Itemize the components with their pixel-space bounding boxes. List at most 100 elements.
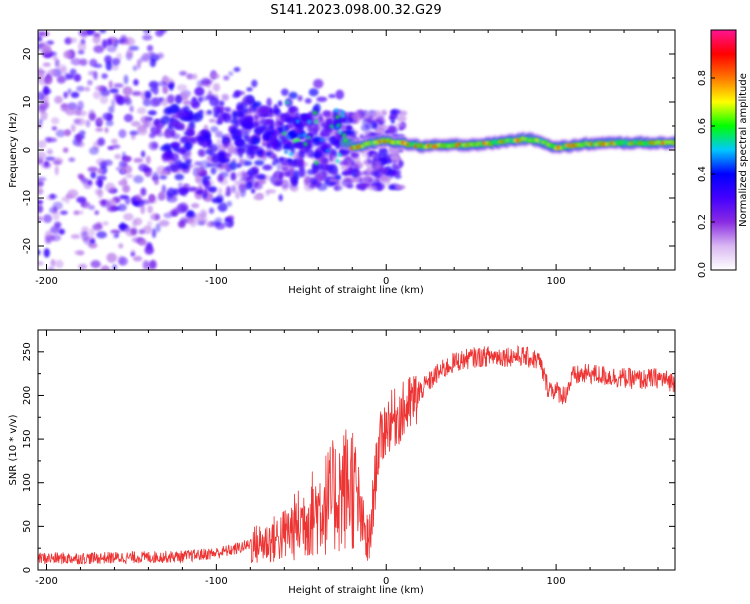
spectrogram-blob: [209, 151, 216, 157]
spectrogram-blob: [323, 175, 330, 185]
spectrogram-blob: [97, 168, 103, 175]
spectrogram-blob: [85, 119, 91, 128]
spectrogram-blob: [70, 234, 81, 239]
spectrogram-blob: [318, 113, 323, 123]
spectrogram-blob: [49, 194, 58, 200]
spectrogram-blob: [303, 175, 311, 186]
spectrogram-y-tick-label: 10: [22, 96, 33, 109]
spectrogram-blob: [282, 144, 293, 151]
spectrogram-blob: [108, 80, 113, 90]
spectrogram-blob: [266, 142, 272, 149]
spectrogram-blob: [341, 132, 346, 137]
spectrogram-blob: [96, 116, 104, 125]
spectrogram-blob: [242, 143, 251, 150]
spectrogram-blob: [203, 188, 208, 195]
spectrogram-blob: [212, 83, 221, 92]
spectrogram-blob: [95, 127, 104, 132]
spectrogram-blob: [335, 89, 345, 100]
spectrogram-blob: [88, 109, 96, 120]
spectrogram-blob: [207, 90, 213, 101]
spectrogram-blob: [313, 103, 321, 114]
snr-y-tick-label: 50: [22, 520, 33, 533]
spectrogram-blob: [87, 70, 96, 76]
spectrogram-blob: [46, 148, 53, 155]
spectrogram-blob: [111, 64, 119, 71]
spectrogram-blob: [131, 91, 142, 96]
spectrogram-blob: [166, 94, 175, 104]
spectrogram-blob: [147, 220, 153, 227]
spectrogram-blob: [334, 185, 340, 191]
spectrogram-blob: [160, 115, 171, 125]
spectrogram-blob: [65, 194, 70, 204]
spectrogram-blob: [162, 85, 169, 95]
spectrogram-blob: [38, 140, 47, 149]
spectrogram-blob: [337, 152, 342, 157]
colorbar-label: Normalized spectral amplitude: [738, 73, 749, 227]
spectrogram-blob: [359, 184, 367, 191]
spectrogram-blob: [233, 67, 241, 73]
spectrogram-blob: [125, 37, 136, 47]
spectrogram-blob: [144, 90, 152, 99]
spectrogram-blob: [114, 153, 122, 160]
spectrogram-blob: [118, 129, 127, 139]
spectrogram-blob: [150, 126, 161, 136]
spectrogram-blob: [38, 36, 43, 42]
colorbar-frame: [710, 29, 737, 271]
spectrogram-blob: [251, 136, 261, 146]
spectrogram-blob: [56, 75, 66, 84]
spectrogram-blob: [196, 80, 204, 88]
spectrogram-blob: [38, 73, 44, 82]
spectrogram-blob: [73, 210, 80, 216]
spectrogram-blob: [147, 110, 157, 116]
spectrogram-blob: [306, 148, 315, 158]
spectrogram-blob: [218, 152, 226, 163]
spectrogram-blob: [123, 113, 134, 123]
spectrogram-blob: [273, 181, 282, 187]
spectrogram-blob: [99, 30, 107, 34]
spectrogram-blob: [94, 188, 103, 196]
spectrogram-blob: [70, 91, 80, 99]
spectrogram-blob: [43, 85, 50, 96]
spectrogram-blob: [109, 88, 119, 94]
spectrogram-blob: [140, 115, 152, 124]
spectrogram-blob: [38, 187, 44, 195]
spectrogram-blob: [133, 175, 144, 184]
spectrogram-blob: [228, 71, 234, 77]
spectrogram-blob: [169, 119, 180, 129]
spectrogram-y-tick-label: -10: [22, 190, 33, 206]
spectrogram-blob: [77, 141, 85, 148]
spectrogram-blob: [334, 125, 339, 130]
spectrogram-blob: [199, 160, 211, 170]
spectrogram-blob: [84, 86, 91, 92]
spectrogram-blob: [102, 112, 113, 121]
spectrogram-blob: [110, 229, 121, 234]
snr-x-label: Height of straight line (km): [288, 585, 424, 596]
spectrogram-blob: [286, 161, 297, 168]
spectrogram-blob: [236, 102, 244, 110]
spectrogram-blob: [179, 71, 188, 76]
spectrogram-blob: [38, 30, 44, 37]
spectrogram-blob: [333, 138, 339, 145]
spectrogram-blob: [311, 162, 321, 170]
spectrogram-blob: [252, 145, 260, 152]
spectrogram-blob: [281, 140, 293, 147]
spectrogram-blob: [278, 194, 283, 202]
spectrogram-blob: [247, 168, 259, 176]
spectrogram-blob: [99, 161, 107, 169]
spectrogram-blob: [307, 119, 312, 124]
spectrogram-blob: [300, 113, 311, 122]
spectrogram-blob: [219, 100, 225, 107]
spectrogram-blob: [204, 175, 211, 181]
spectrogram-blob: [51, 126, 58, 131]
spectrogram-blob: [73, 73, 82, 82]
spectrogram-blob: [120, 222, 126, 231]
colorbar-tick-label: 0.2: [697, 214, 708, 230]
spectrogram-blob: [170, 128, 176, 137]
spectrogram-blob: [313, 124, 318, 135]
spectrogram-blob: [254, 159, 265, 166]
spectrogram-blob: [44, 238, 52, 245]
spectrogram-blob: [175, 94, 182, 105]
spectrogram-blob: [157, 52, 164, 59]
spectrogram-blob: [52, 54, 58, 61]
spectrogram-blob: [189, 217, 197, 228]
